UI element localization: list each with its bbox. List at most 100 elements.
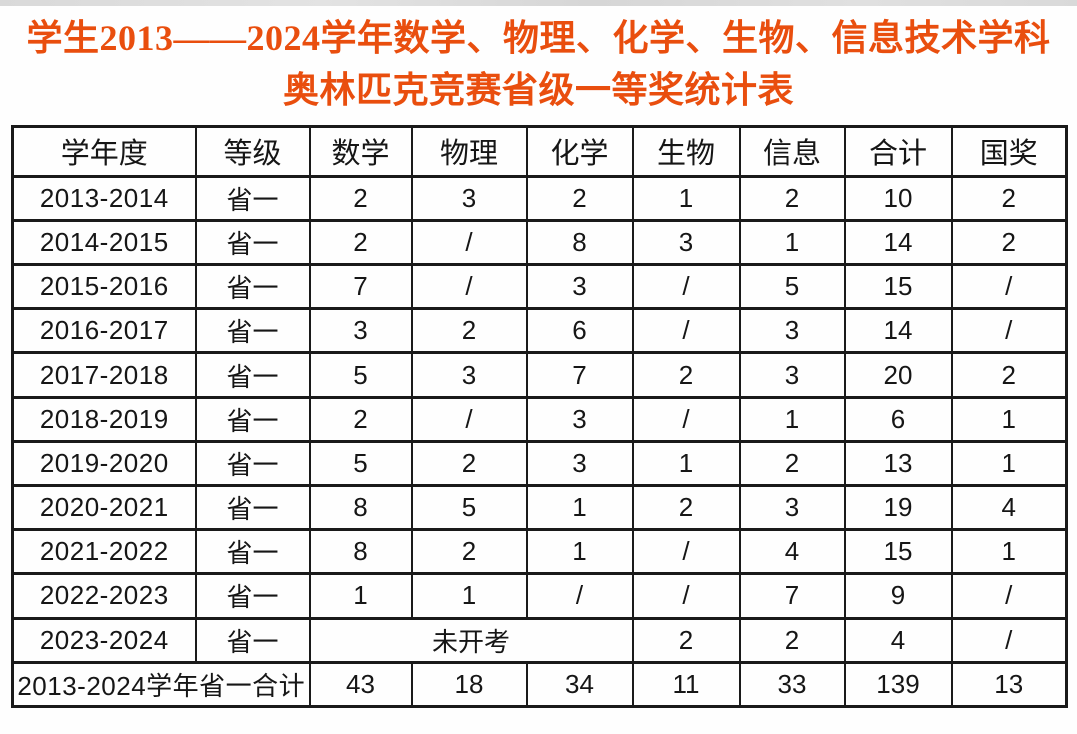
info-cell: 1 [738,395,846,443]
biology-cell: 2 [631,616,741,664]
chemistry-cell: 8 [525,218,634,267]
physics-cell: / [410,263,528,311]
total-cell: 10 [843,174,953,222]
math-cell: 1 [308,572,413,620]
table-row: 2020-2021 省一 8 5 1 2 3 19 4 [11,484,1068,532]
math-cell: 8 [308,484,413,532]
header-info: 信息 [738,125,846,178]
physics-cell: 2 [410,439,528,488]
biology-cell: 1 [631,439,741,488]
total-cell: 19 [843,484,953,532]
total-cell: 6 [843,395,953,443]
national-cell: 2 [950,218,1068,267]
chemistry-cell: 3 [525,439,634,488]
math-total-cell: 43 [308,660,413,709]
total-cell: 14 [843,307,953,355]
table-row: 2015-2016 省一 7 / 3 / 5 15 / [11,263,1068,311]
chemistry-cell: 3 [525,395,634,443]
grand-total-cell: 139 [843,660,953,709]
physics-cell: / [410,218,528,267]
not-held-merged-cell: 未开考 [308,616,634,664]
info-cell: 4 [738,528,846,576]
year-cell: 2022-2023 [11,572,197,620]
table-row: 2018-2019 省一 2 / 3 / 1 6 1 [11,395,1068,443]
chemistry-cell: 7 [525,351,634,399]
info-cell: 2 [738,439,846,488]
national-cell: / [950,616,1068,664]
year-cell: 2017-2018 [11,351,197,399]
header-chemistry: 化学 [525,125,634,178]
chemistry-total-cell: 34 [525,660,634,709]
biology-total-cell: 11 [631,660,741,709]
table-row: 2016-2017 省一 3 2 6 / 3 14 / [11,307,1068,355]
header-row: 学年度 等级 数学 物理 化学 生物 信息 合计 国奖 [11,125,1068,178]
physics-cell: 3 [410,174,528,222]
total-cell: 15 [843,528,953,576]
info-cell: 3 [738,307,846,355]
biology-cell: / [631,395,741,443]
total-cell: 14 [843,218,953,267]
national-total-cell: 13 [950,660,1068,709]
chemistry-cell: 3 [525,263,634,311]
total-cell: 9 [843,572,953,620]
table-row: 2021-2022 省一 8 2 1 / 4 15 1 [11,528,1068,576]
summary-row: 2013-2024学年省一合计 43 18 34 11 33 139 13 [11,660,1068,709]
total-cell: 4 [843,616,953,664]
physics-cell: 5 [410,484,528,532]
header-math: 数学 [308,125,413,178]
level-cell: 省一 [194,616,311,664]
math-cell: 5 [308,351,413,399]
level-cell: 省一 [194,439,311,488]
math-cell: 2 [308,218,413,267]
national-cell: / [950,263,1068,311]
year-cell: 2021-2022 [11,528,197,576]
info-cell: 1 [738,218,846,267]
math-cell: 3 [308,307,413,355]
biology-cell: / [631,263,741,311]
biology-cell: / [631,528,741,576]
biology-cell: 1 [631,174,741,222]
total-cell: 15 [843,263,953,311]
math-cell: 8 [308,528,413,576]
level-cell: 省一 [194,484,311,532]
math-cell: 7 [308,263,413,311]
header-physics: 物理 [410,125,528,178]
physics-cell: 2 [410,307,528,355]
table-row: 2019-2020 省一 5 2 3 1 2 13 1 [11,439,1068,488]
chemistry-cell: / [525,572,634,620]
level-cell: 省一 [194,263,311,311]
physics-total-cell: 18 [410,660,528,709]
year-cell: 2013-2014 [11,174,197,222]
national-cell: 4 [950,484,1068,532]
math-cell: 2 [308,174,413,222]
national-cell: 1 [950,439,1068,488]
header-biology: 生物 [631,125,741,178]
info-cell: 3 [738,351,846,399]
year-cell: 2015-2016 [11,263,197,311]
level-cell: 省一 [194,218,311,267]
national-cell: / [950,572,1068,620]
year-cell: 2020-2021 [11,484,197,532]
year-cell: 2014-2015 [11,218,197,267]
math-cell: 2 [308,395,413,443]
biology-cell: 3 [631,218,741,267]
level-cell: 省一 [194,174,311,222]
chemistry-cell: 1 [525,484,634,532]
national-cell: 2 [950,351,1068,399]
biology-cell: 2 [631,484,741,532]
chemistry-cell: 1 [525,528,634,576]
national-cell: 1 [950,528,1068,576]
table-row-2023-2024: 2023-2024 省一 未开考 2 2 4 / [11,616,1068,664]
year-cell: 2018-2019 [11,395,197,443]
title-line-2: 奥林匹克竞赛省级一等奖统计表 [282,70,794,110]
title-line-1: 学生2013——2024学年数学、物理、化学、生物、信息技术学科 [26,18,1051,58]
biology-cell: / [631,572,741,620]
level-cell: 省一 [194,528,311,576]
page-title: 学生2013——2024学年数学、物理、化学、生物、信息技术学科 奥林匹克竞赛省… [0,12,1077,116]
physics-cell: 3 [410,351,528,399]
info-cell: 3 [738,484,846,532]
year-cell: 2019-2020 [11,439,197,488]
year-cell: 2023-2024 [11,616,197,664]
table-row: 2022-2023 省一 1 1 / / 7 9 / [11,572,1068,620]
physics-cell: 2 [410,528,528,576]
